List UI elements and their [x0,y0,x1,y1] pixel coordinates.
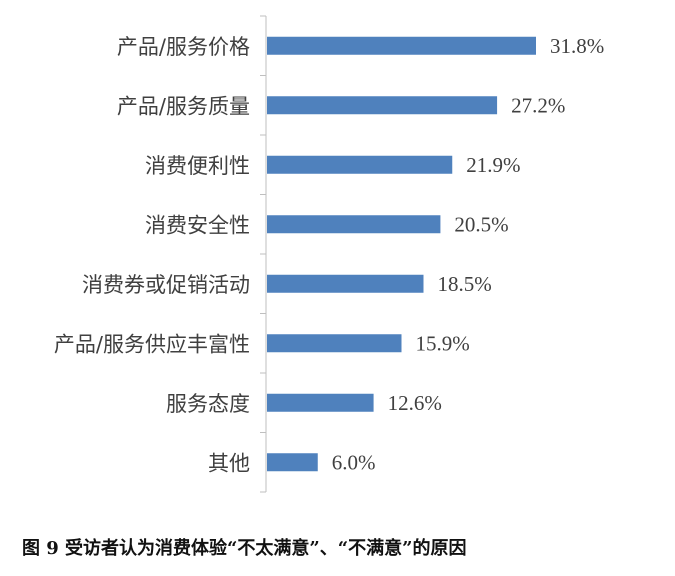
bar [267,155,453,174]
category-label: 服务态度 [166,392,250,416]
y-axis [260,15,267,493]
value-label: 15.9% [416,331,470,355]
category-label: 产品/服务质量 [117,94,250,118]
value-label: 27.2% [511,93,565,117]
value-label: 31.8% [550,34,604,58]
category-label: 消费便利性 [145,154,250,178]
category-label: 其他 [208,451,250,475]
category-label: 消费券或促销活动 [82,273,250,297]
value-label: 21.9% [466,153,520,177]
value-label: 12.6% [388,391,442,415]
bar [267,334,402,353]
bars-group [267,36,536,472]
figure-caption: 图 9 受访者认为消费体验“不太满意”、“不满意”的原因 [22,538,467,559]
category-labels: 产品/服务价格产品/服务质量消费便利性消费安全性消费券或促销活动产品/服务供应丰… [54,35,250,476]
bar [267,96,498,115]
value-labels: 31.8% 27.2% 21.9% 20.5% 18.5% 15.9% 12.6% 6.0% [332,34,604,475]
bar-chart: 产品/服务价格产品/服务质量消费便利性消费安全性消费券或促销活动产品/服务供应丰… [54,15,604,493]
value-label: 20.5% [454,212,508,236]
value-label: 6.0% [332,450,376,474]
bar [267,453,318,472]
bar [267,393,374,412]
bar [267,274,424,293]
category-label: 产品/服务价格 [117,35,250,59]
bar [267,215,441,234]
bar [267,36,536,55]
value-label: 18.5% [437,272,491,296]
category-label: 消费安全性 [145,213,250,237]
category-label: 产品/服务供应丰富性 [54,332,250,356]
